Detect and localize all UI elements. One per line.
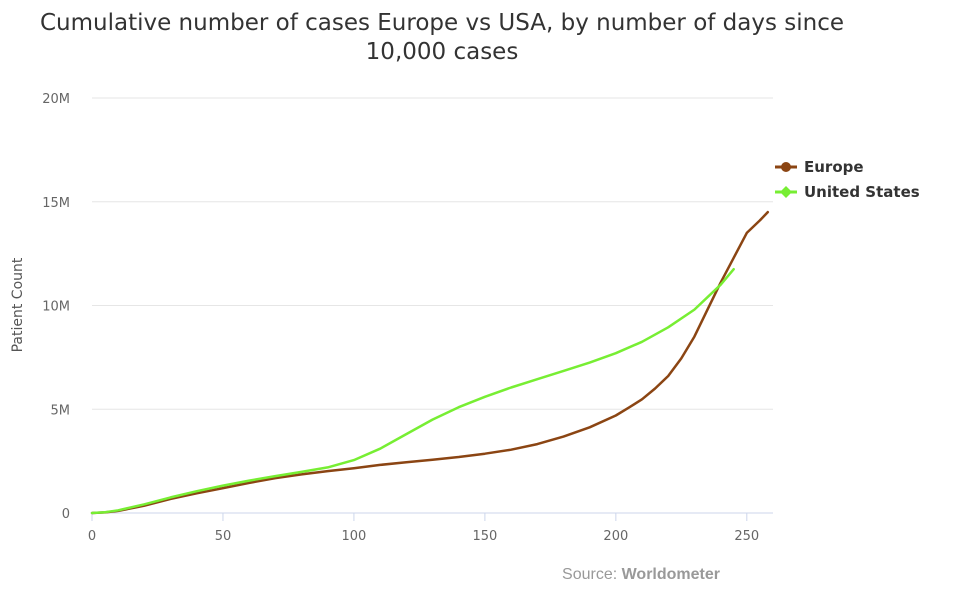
x-tick-label: 250 — [734, 529, 759, 544]
legend-item-europe[interactable]: Europe — [775, 158, 864, 176]
legend: Europe United States — [775, 158, 920, 201]
series-lines — [90, 210, 770, 515]
y-tick-label: 5M — [51, 403, 71, 418]
chart-title-line-2: 10,000 cases — [366, 39, 519, 65]
legend-marker-europe — [781, 162, 791, 172]
series-line-europe[interactable] — [90, 210, 770, 515]
y-axis-ticks: 0 5M 10M 15M 20M — [42, 92, 70, 522]
legend-label-united-states: United States — [804, 183, 920, 201]
series-line-united-states[interactable] — [90, 267, 735, 515]
x-tick-label: 0 — [88, 529, 96, 544]
credits-prefix: Source: — [562, 566, 622, 583]
y-tick-label: 20M — [42, 92, 70, 107]
x-tick-label: 200 — [603, 529, 628, 544]
credits-name: Worldometer — [622, 566, 720, 583]
chart-title-line-1: Cumulative number of cases Europe vs USA… — [40, 10, 844, 36]
legend-marker-united-states — [780, 186, 792, 198]
x-tick-label: 100 — [342, 529, 367, 544]
credits[interactable]: Source: Worldometer — [562, 566, 720, 583]
legend-item-united-states[interactable]: United States — [775, 183, 920, 201]
grid-lines — [92, 97, 773, 514]
y-axis-title: Patient Count — [10, 257, 26, 352]
y-tick-label: 10M — [42, 300, 70, 315]
legend-label-europe: Europe — [804, 158, 864, 176]
x-tick-label: 150 — [472, 529, 497, 544]
y-tick-label: 15M — [42, 196, 70, 211]
x-tick-label: 50 — [215, 529, 232, 544]
x-axis-ticks: 0 50 100 150 200 250 — [88, 513, 759, 544]
y-tick-label: 0 — [62, 507, 70, 522]
